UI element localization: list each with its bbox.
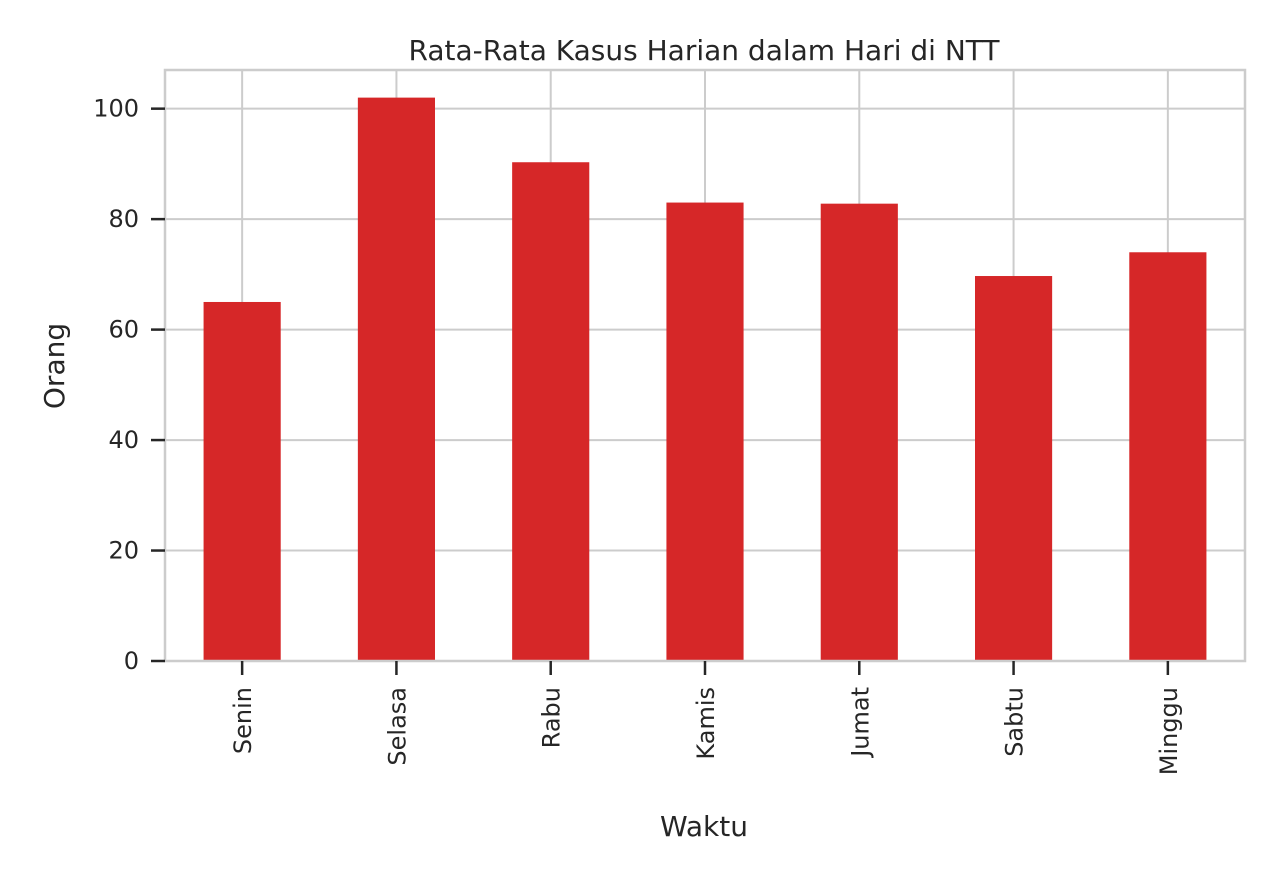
- y-tick-label: 100: [93, 95, 139, 123]
- y-tick-label: 40: [108, 426, 139, 454]
- y-tick-label: 80: [108, 205, 139, 233]
- bar-sabtu: [975, 276, 1053, 661]
- bar-minggu: [1129, 252, 1207, 661]
- x-tick-label: Sabtu: [1001, 687, 1029, 757]
- bar-kamis: [666, 202, 744, 662]
- y-tick-label: 60: [108, 316, 139, 344]
- y-axis-label: Orang: [38, 323, 71, 409]
- y-tick-label: 0: [124, 647, 139, 675]
- x-tick-label: Kamis: [692, 687, 720, 760]
- x-tick-label: Selasa: [383, 687, 411, 766]
- bar-selasa: [357, 97, 435, 661]
- bars-layer: [203, 97, 1207, 662]
- x-tick-label: Minggu: [1155, 687, 1183, 775]
- x-tick-label: Rabu: [538, 687, 566, 748]
- bar-rabu: [512, 162, 590, 662]
- y-tick-label: 20: [108, 537, 139, 565]
- bar-jumat: [820, 203, 898, 662]
- x-axis-label: Waktu: [660, 810, 748, 843]
- ticks-layer: 0 20 40 60 80 100 Senin Selasa Rabu Kamis Jumat Sab…: [93, 95, 1183, 776]
- x-tick-label: Senin: [229, 687, 257, 754]
- x-tick-label: Jumat: [846, 687, 874, 759]
- bar-senin: [203, 301, 281, 661]
- chart-title: Rata-Rata Kasus Harian dalam Hari di NTT: [409, 34, 1001, 67]
